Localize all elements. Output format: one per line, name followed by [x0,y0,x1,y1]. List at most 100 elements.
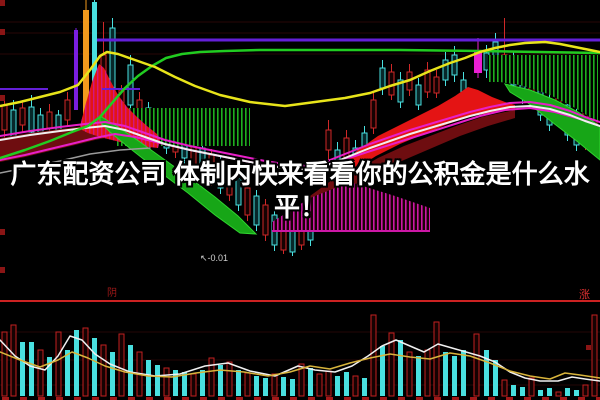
bottom-axis-tick [380,397,387,400]
volume-bar [200,370,205,396]
volume-bar [226,361,233,397]
volume-bar [218,365,223,396]
bottom-axis-tick [92,397,99,400]
volume-bar [335,376,340,396]
candle [109,27,116,89]
chart-annotation: 阴 [107,287,117,299]
volume-bar [424,349,431,397]
left-edge-tick [0,267,5,273]
volume-bar [163,367,170,397]
volume-bar [290,379,295,396]
volume-bar [263,378,268,396]
left-edge-tick [0,229,5,235]
volume-bar [388,332,395,397]
volume-bar [547,388,552,396]
bottom-axis-tick [20,397,27,400]
level-lines [0,38,600,90]
volume-bar [173,370,178,396]
maroon-ribbon [0,124,115,162]
candle [253,195,260,226]
volume-bar [281,377,286,396]
volume-bar [582,384,589,397]
volume-bar [254,376,259,396]
volume-bar [574,390,579,396]
bottom-axis-tick [308,397,315,400]
volume-bar [344,372,349,396]
green-hatch-area [488,55,598,122]
ma-line-magenta [0,101,600,167]
volume-bar [182,372,187,396]
ma-lines [0,40,600,174]
volume-bar [461,350,466,396]
volume-bar [110,352,115,396]
volume-bar [398,340,403,396]
ma-line-yellow [0,40,600,108]
green-ribbon [99,115,258,235]
indicator-ribbons [0,55,600,235]
volume-bar [555,391,562,397]
volume-ma-white [0,335,600,382]
bottom-axis-tick [110,397,117,400]
candle [28,106,35,133]
candle [208,154,215,181]
bottom-axis-tick [362,397,369,400]
bottom-axis-tick [542,397,549,400]
volume-bar [271,373,278,397]
magenta-hatch-area [272,182,430,231]
volume-bar [55,331,62,397]
candle [415,84,422,106]
ma-line-gray [0,147,151,174]
volume-bar [501,379,508,397]
bottom-axis-tick [560,397,567,400]
volume-bar [325,370,332,397]
volume-bar [244,372,251,397]
bottom-axis-tick [326,397,333,400]
candle [370,99,377,129]
volume-bar [298,363,305,397]
volume-bar [20,342,25,396]
bottom-axis-tick [290,397,297,400]
candle [64,99,71,121]
volume-bar [362,378,367,396]
bottom-axis-tick [596,397,600,400]
candle [451,54,458,76]
bottom-axis-tick [398,397,405,400]
bottom-axis-tick [272,397,279,400]
candle [46,111,53,129]
volume-bar [74,330,79,396]
bottom-axis-tick [344,397,351,400]
candle [226,169,233,196]
volume-bar [528,377,535,397]
candle [1,104,8,131]
volume-bar [37,349,44,397]
candle [379,67,386,89]
volume-bar [65,350,70,396]
volume-bar [493,360,498,396]
volume-bar [443,352,448,396]
candle [388,71,395,96]
volume-bar [565,388,570,396]
candle [92,2,97,110]
candle [442,59,449,81]
candle [74,30,78,110]
volume-bar [10,324,17,397]
volume-bar [82,327,89,397]
bottom-axis-tick [254,397,261,400]
volume-bar [47,357,52,396]
chart-annotation: 涨 [579,288,590,301]
volume-bar [155,365,160,396]
candle [217,161,224,189]
volume-bar [511,385,516,396]
left-edge-tick [0,29,5,35]
volume-bar [308,368,313,396]
bottom-axis-tick [146,397,153,400]
left-edge-tick [0,95,5,101]
volume-bar [433,321,440,397]
bottom-axis-tick [38,397,45,400]
bottom-axis-tick [200,397,207,400]
volume-bar [406,351,413,397]
candle [397,79,404,103]
bottom-axis-tick [2,397,9,400]
